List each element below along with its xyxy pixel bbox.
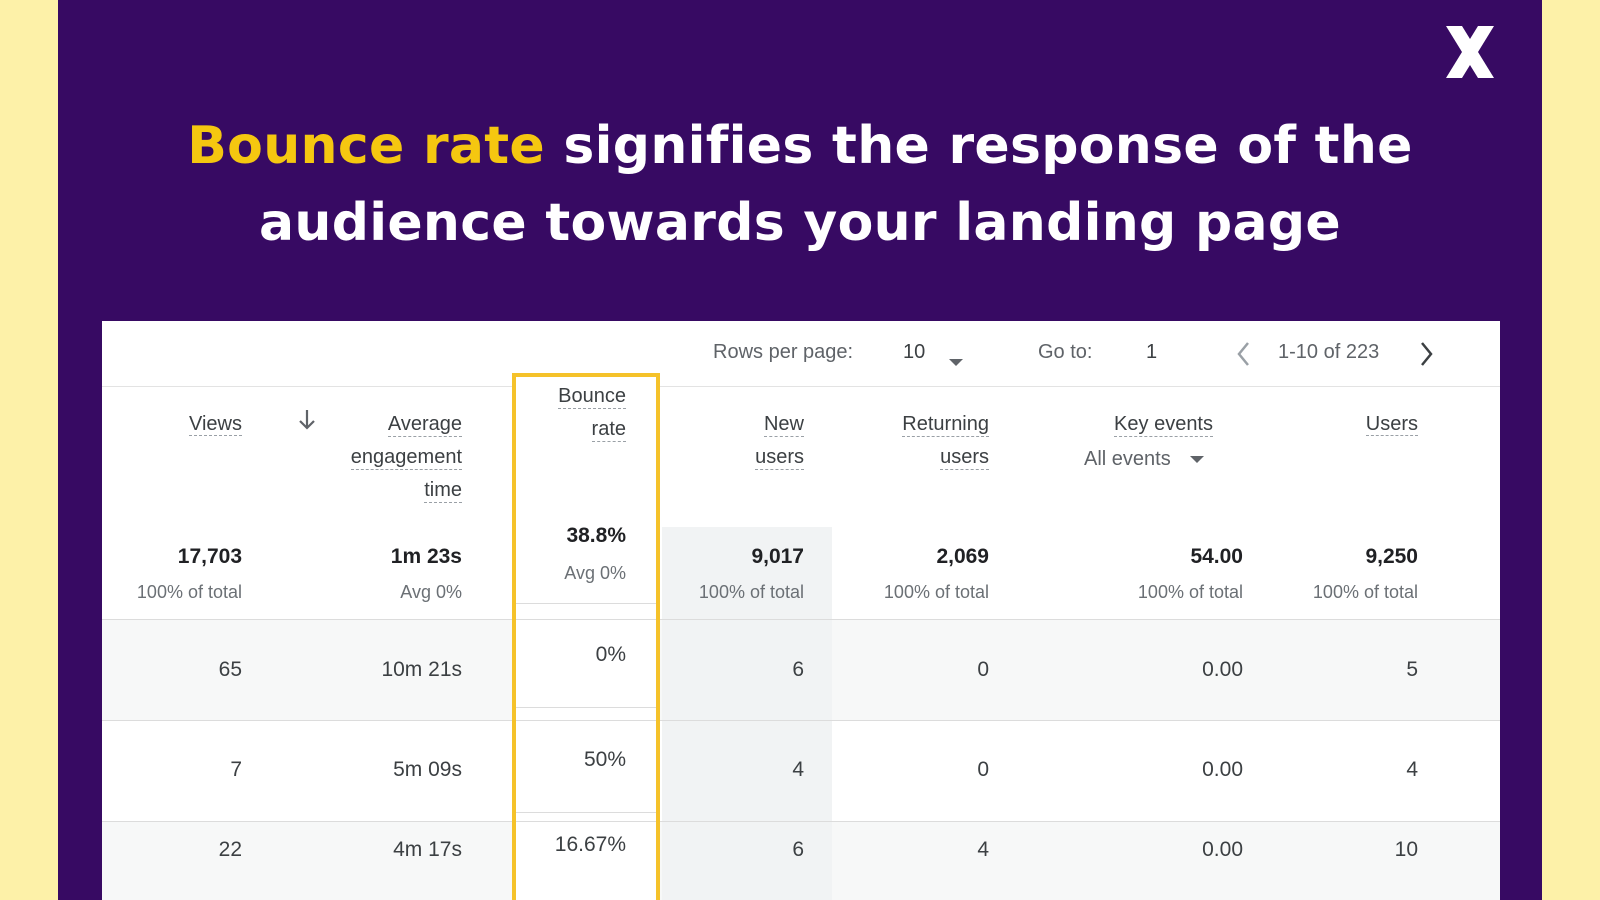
row-1-avg-engagement: 10m 21s [381,658,462,681]
row-1-key-events: 0.00 [1202,658,1243,681]
header-key-events[interactable]: Key events [1062,408,1213,441]
header-avg-engagement-line-2: engagement [350,446,462,470]
close-icon[interactable] [1440,22,1500,82]
header-users[interactable]: Users [1318,408,1418,441]
total-views: 17,703 [177,545,242,568]
goto-input[interactable]: 1 [1146,341,1158,363]
total-users-sub: 100% of total [1312,582,1418,602]
rows-per-page-label: Rows per page: [713,341,854,363]
row-2-views: 7 [230,758,242,781]
divider [102,619,1500,620]
analytics-table-card: Rows per page: 10 Go to: 1 1-10 of 223 V… [102,321,1500,900]
header-views-label: Views [189,413,242,436]
divider [516,603,656,604]
promo-panel: Bounce rate signifies the response of th… [58,0,1542,900]
total-new-users-sub: 100% of total [698,582,804,602]
header-new-users-line-1: New [763,413,804,437]
row-3-bounce-rate: 16.67% [554,833,626,856]
rows-per-page-caret-icon[interactable] [949,351,963,374]
header-returning-users-line-2: users [940,446,989,470]
total-new-users: 9,017 [751,545,804,568]
next-page-chevron-icon[interactable] [1414,339,1438,369]
headline-line-1-rest: signifies the response of the [545,116,1413,176]
row-2-bounce-rate: 50% [583,748,626,771]
key-events-filter-label: All events [1084,448,1171,470]
total-users: 9,250 [1365,545,1418,568]
row-3-returning-users: 4 [977,838,989,861]
header-bounce-rate[interactable]: Bounce rate [522,380,626,446]
divider [102,720,1500,721]
total-views-sub: 100% of total [136,582,242,602]
key-events-filter-dropdown[interactable]: All events [1062,443,1222,476]
row-2-avg-engagement: 5m 09s [393,758,462,781]
header-views[interactable]: Views [142,408,242,441]
row-3-new-users: 6 [792,838,804,861]
row-3-avg-engagement: 4m 17s [393,838,462,861]
total-key-events-sub: 100% of total [1137,582,1243,602]
divider [516,707,656,708]
row-1-new-users: 6 [792,658,804,681]
row-1-views: 65 [218,658,242,681]
header-users-label: Users [1365,413,1418,436]
header-bounce-rate-line-2: rate [591,418,626,442]
key-events-filter-caret-icon [1190,456,1205,464]
total-avg-engagement: 1m 23s [390,545,462,568]
total-bounce-rate-sub: Avg 0% [564,563,626,583]
header-new-users[interactable]: New users [702,408,804,474]
total-avg-engagement-sub: Avg 0% [400,582,462,602]
total-returning-users-sub: 100% of total [883,582,989,602]
headline-line-1: Bounce rate signifies the response of th… [58,108,1542,185]
header-returning-users-line-1: Returning [902,413,989,437]
row-1-users: 5 [1406,658,1418,681]
row-1-returning-users: 0 [977,658,989,681]
goto-label: Go to: [1038,341,1093,363]
new-users-column-highlight [662,527,832,900]
header-new-users-line-2: users [755,446,804,470]
divider [516,812,656,813]
divider [102,821,1500,822]
page-range: 1-10 of 223 [1278,341,1380,363]
row-2-new-users: 4 [792,758,804,781]
row-2-key-events: 0.00 [1202,758,1243,781]
headline-highlight: Bounce rate [187,116,546,176]
total-returning-users: 2,069 [936,545,989,568]
header-avg-engagement[interactable]: Average engagement time [302,408,462,507]
row-2-users: 4 [1406,758,1418,781]
headline-line-2: audience towards your landing page [259,193,1341,253]
header-bounce-rate-line-1: Bounce [558,385,626,409]
header-returning-users[interactable]: Returning users [862,408,989,474]
rows-per-page-select[interactable]: 10 [903,341,926,363]
header-avg-engagement-line-1: Average [387,413,462,437]
row-3-views: 22 [218,838,242,861]
row-3-key-events: 0.00 [1202,838,1243,861]
row-3-users: 10 [1394,838,1418,861]
row-1-bounce-rate: 0% [595,643,626,666]
header-avg-engagement-line-3: time [424,479,462,503]
total-bounce-rate: 38.8% [566,524,626,547]
headline: Bounce rate signifies the response of th… [58,108,1542,262]
arrow-down-icon[interactable] [288,407,318,444]
row-2-returning-users: 0 [977,758,989,781]
total-key-events: 54.00 [1190,545,1243,568]
pagination-bar: Rows per page: 10 Go to: 1 1-10 of 223 [102,321,1500,387]
prev-page-chevron-icon[interactable] [1232,339,1256,369]
header-key-events-label: Key events [1114,413,1213,437]
